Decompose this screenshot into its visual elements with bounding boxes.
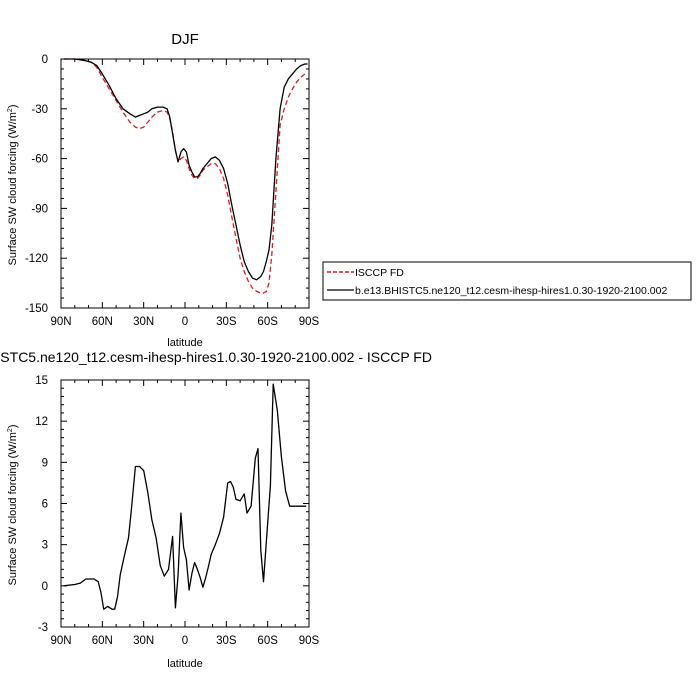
top-chart-xtick-label: 30N xyxy=(133,316,154,328)
bottom-chart-ytick-label: 15 xyxy=(35,375,48,387)
bottom-chart-ylabel-main: Surface SW cloud forcing (W/m xyxy=(7,432,19,585)
bottom-chart-ytick-label: 9 xyxy=(42,457,48,469)
top-chart-ytick-label: -150 xyxy=(25,303,48,315)
top-chart-xtick-label: 90S xyxy=(299,316,320,328)
top-chart-xtick-label: 60N xyxy=(92,316,113,328)
top-chart-xtick-label: 30S xyxy=(216,316,237,328)
top-chart-frame xyxy=(60,58,310,309)
top-chart-ylabel-main: Surface SW cloud forcing (W/m xyxy=(7,112,19,265)
bottom-chart-title: b.e13.BHISTC5.ne120_t12.cesm-ihesp-hires… xyxy=(0,349,432,365)
top-chart-xlabel: latitude xyxy=(167,337,202,349)
legend-label-model: b.e13.BHISTC5.ne120_t12.cesm-ihesp-hires… xyxy=(355,285,667,297)
legend-label-isccp: ISCCP FD xyxy=(355,267,404,279)
top-chart-ytick-label: -90 xyxy=(31,203,48,215)
top-chart-ylabel: Surface SW cloud forcing (W/m2) xyxy=(7,104,19,265)
bottom-chart-xtick-label: 90N xyxy=(50,635,71,647)
bottom-chart-series-group xyxy=(63,383,307,610)
top-chart-xtick-label: 0 xyxy=(182,316,188,328)
bottom-chart-ytick-label: 6 xyxy=(42,499,48,511)
top-chart-ytick-label: 0 xyxy=(42,54,48,66)
bottom-chart-series-line-0 xyxy=(63,383,307,610)
bottom-chart-ytick-label: 12 xyxy=(35,416,48,428)
bottom-chart-ylabel-close: ) xyxy=(7,424,19,428)
top-chart-xtick-label: 60S xyxy=(257,316,278,328)
bottom-chart-xtick-label: 0 xyxy=(182,635,188,647)
top-chart-xtick-label: 90N xyxy=(50,316,71,328)
top-chart-series-group xyxy=(63,58,308,294)
top-chart-series-line-1 xyxy=(63,58,308,281)
bottom-chart-ytick-label: 3 xyxy=(42,540,48,552)
bottom-chart-ytick-label: -3 xyxy=(38,622,48,634)
bottom-chart: b.e13.BHISTC5.ne120_t12.cesm-ihesp-hires… xyxy=(0,349,432,670)
top-chart-ytick-label: -120 xyxy=(25,253,48,265)
bottom-chart-ylabel: Surface SW cloud forcing (W/m2) xyxy=(7,424,19,585)
top-chart-title: DJF xyxy=(171,31,199,48)
top-chart: DJF 90N 60N 30N 0 30S 60S 90S -150 -120 -90 -60 -30… xyxy=(7,31,320,349)
bottom-chart-ylabel-sup: 2 xyxy=(7,428,14,432)
top-chart-ytick-label: -60 xyxy=(31,154,48,166)
top-chart-ylabel-sup: 2 xyxy=(7,108,14,112)
bottom-chart-ticks: 90N 60N 30N 0 30S 60S 90S -3 0 3 6 9 12 15 xyxy=(35,375,319,647)
bottom-chart-xtick-label: 60N xyxy=(92,635,113,647)
top-chart-ticks: 90N 60N 30N 0 30S 60S 90S -150 -120 -90 -60 -30 0 xyxy=(25,54,320,328)
legend-box xyxy=(322,261,692,301)
bottom-chart-xlabel: latitude xyxy=(167,658,202,670)
top-chart-series-line-0 xyxy=(63,58,308,294)
bottom-chart-xtick-label: 30N xyxy=(133,635,154,647)
bottom-chart-ytick-label: 0 xyxy=(42,581,48,593)
bottom-chart-xtick-label: 60S xyxy=(257,635,278,647)
bottom-chart-xtick-label: 90S xyxy=(299,635,320,647)
top-chart-ylabel-close: ) xyxy=(7,104,19,108)
top-chart-ytick-label: -30 xyxy=(31,104,48,116)
bottom-chart-xtick-label: 30S xyxy=(216,635,237,647)
top-chart-legend: ISCCP FD b.e13.BHISTC5.ne120_t12.cesm-ih… xyxy=(322,261,692,301)
